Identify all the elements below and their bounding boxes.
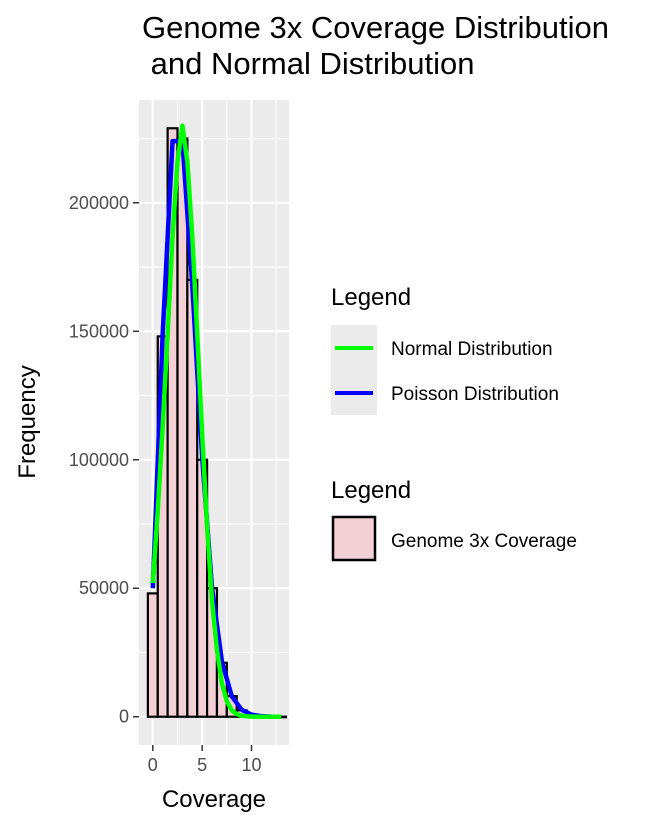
histogram-bars <box>146 127 288 719</box>
y-axis-title: Frequency <box>14 365 41 478</box>
legend-label-coverage: Genome 3x Coverage <box>391 531 577 552</box>
histogram-bar <box>176 137 189 718</box>
legend-lines: Legend Normal Distribution Poisson Distr… <box>331 284 559 415</box>
distribution-lines <box>150 123 282 719</box>
legend-label-normal: Normal Distribution <box>391 339 553 360</box>
histogram-bar <box>146 592 159 718</box>
y-tick-label: 50000 <box>79 578 129 598</box>
legend-title: Legend <box>331 477 411 504</box>
x-axis-ticks: 0 5 10 <box>148 745 262 775</box>
chart-title: Genome 3x Coverage Distribution and Norm… <box>142 10 609 81</box>
x-tick-label: 0 <box>148 755 158 775</box>
legend-title: Legend <box>331 284 411 311</box>
normal-distribution-line <box>150 123 282 719</box>
legend-key-coverage-fill <box>331 515 377 562</box>
x-axis-title: Coverage <box>162 786 266 813</box>
y-tick-label: 150000 <box>69 321 129 341</box>
x-tick-label: 10 <box>241 755 261 775</box>
y-tick-label: 100000 <box>69 450 129 470</box>
y-axis-ticks: 0 50000 100000 150000 200000 <box>69 193 139 727</box>
y-tick-label: 0 <box>119 707 129 727</box>
legend-fill: Legend Genome 3x Coverage <box>331 477 577 562</box>
legend-label-poisson: Poisson Distribution <box>391 384 559 405</box>
y-tick-label: 200000 <box>69 193 129 213</box>
x-tick-label: 5 <box>197 755 207 775</box>
legend-key-background <box>331 325 377 415</box>
